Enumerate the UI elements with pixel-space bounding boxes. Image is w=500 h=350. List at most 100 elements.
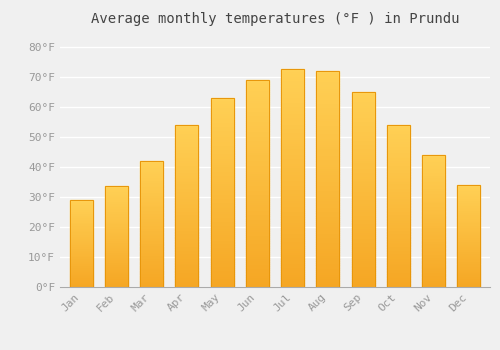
- Bar: [210, 196, 234, 198]
- Bar: [422, 259, 445, 260]
- Bar: [140, 212, 163, 214]
- Bar: [105, 204, 128, 205]
- Bar: [387, 280, 410, 282]
- Bar: [105, 242, 128, 243]
- Bar: [176, 229, 199, 230]
- Bar: [352, 103, 374, 105]
- Bar: [176, 284, 199, 285]
- Bar: [140, 268, 163, 270]
- Bar: [176, 240, 199, 241]
- Bar: [458, 249, 480, 250]
- Bar: [352, 193, 374, 195]
- Bar: [105, 246, 128, 247]
- Bar: [70, 266, 92, 267]
- Bar: [105, 189, 128, 190]
- Bar: [176, 173, 199, 175]
- Bar: [352, 96, 374, 98]
- Bar: [176, 136, 199, 138]
- Bar: [352, 199, 374, 201]
- Bar: [176, 227, 199, 229]
- Bar: [387, 157, 410, 159]
- Bar: [176, 170, 199, 172]
- Bar: [458, 264, 480, 265]
- Bar: [176, 235, 199, 237]
- Bar: [246, 121, 269, 123]
- Bar: [176, 159, 199, 160]
- Bar: [105, 228, 128, 229]
- Bar: [105, 254, 128, 255]
- Bar: [281, 124, 304, 126]
- Bar: [281, 108, 304, 111]
- Bar: [70, 257, 92, 258]
- Bar: [176, 182, 199, 183]
- Bar: [176, 204, 199, 206]
- Bar: [246, 237, 269, 239]
- Bar: [316, 198, 340, 201]
- Bar: [316, 164, 340, 166]
- Bar: [281, 178, 304, 180]
- Bar: [246, 111, 269, 113]
- Bar: [210, 205, 234, 208]
- Bar: [458, 216, 480, 217]
- Bar: [176, 220, 199, 222]
- Bar: [70, 275, 92, 276]
- Bar: [281, 226, 304, 228]
- Bar: [281, 191, 304, 193]
- Bar: [105, 277, 128, 278]
- Bar: [316, 259, 340, 261]
- Bar: [352, 125, 374, 127]
- Bar: [458, 266, 480, 267]
- Bar: [387, 147, 410, 149]
- Bar: [176, 177, 199, 178]
- Bar: [352, 186, 374, 187]
- Bar: [246, 146, 269, 148]
- Bar: [387, 188, 410, 190]
- Bar: [105, 258, 128, 259]
- Bar: [246, 239, 269, 241]
- Bar: [316, 71, 340, 73]
- Bar: [316, 161, 340, 164]
- Bar: [140, 277, 163, 278]
- Bar: [140, 175, 163, 176]
- Bar: [70, 253, 92, 254]
- Bar: [105, 259, 128, 260]
- Bar: [352, 92, 374, 287]
- Bar: [316, 241, 340, 244]
- Bar: [140, 253, 163, 254]
- Bar: [176, 259, 199, 261]
- Bar: [281, 213, 304, 215]
- Bar: [70, 252, 92, 253]
- Bar: [176, 178, 199, 180]
- Bar: [246, 159, 269, 161]
- Bar: [246, 98, 269, 100]
- Bar: [105, 186, 128, 187]
- Bar: [246, 156, 269, 159]
- Bar: [210, 279, 234, 281]
- Bar: [105, 262, 128, 263]
- Bar: [422, 272, 445, 274]
- Bar: [140, 258, 163, 259]
- Bar: [352, 281, 374, 283]
- Bar: [70, 270, 92, 271]
- Bar: [422, 168, 445, 169]
- Bar: [422, 206, 445, 208]
- Bar: [458, 232, 480, 233]
- Bar: [140, 270, 163, 271]
- Bar: [105, 234, 128, 236]
- Bar: [210, 255, 234, 257]
- Bar: [387, 150, 410, 152]
- Bar: [316, 216, 340, 218]
- Bar: [246, 117, 269, 119]
- Bar: [246, 103, 269, 105]
- Bar: [316, 101, 340, 103]
- Bar: [70, 202, 92, 203]
- Bar: [140, 230, 163, 231]
- Bar: [210, 185, 234, 187]
- Bar: [352, 170, 374, 172]
- Bar: [176, 219, 199, 220]
- Bar: [387, 258, 410, 259]
- Bar: [352, 107, 374, 109]
- Bar: [105, 212, 128, 214]
- Bar: [210, 259, 234, 260]
- Bar: [140, 237, 163, 238]
